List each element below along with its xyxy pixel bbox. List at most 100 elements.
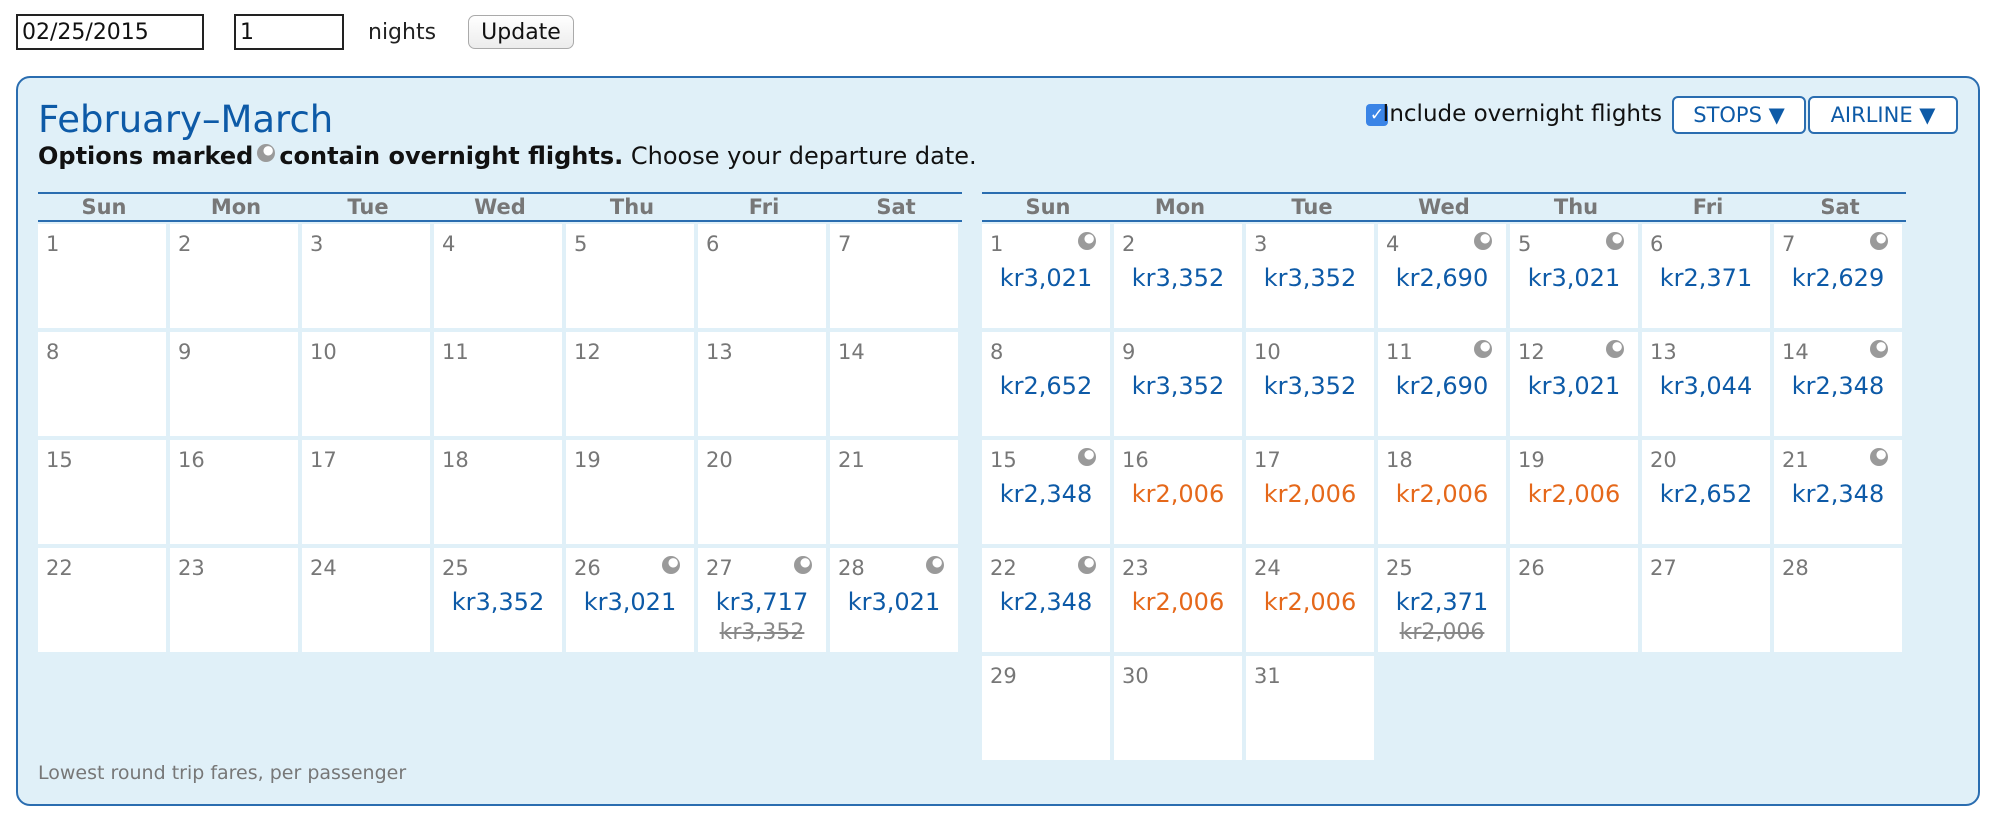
- fare-calendar-panel: February–March Options marked contain ove…: [16, 76, 1980, 806]
- fare-link[interactable]: kr3,021: [583, 588, 677, 616]
- nights-input[interactable]: [234, 14, 344, 50]
- day-number: 2: [178, 232, 192, 256]
- day-cell[interactable]: 26 kr3,021: [566, 548, 694, 652]
- day-cell: 20: [698, 440, 826, 544]
- fare-link[interactable]: kr2,652: [1659, 480, 1753, 508]
- day-number: 17: [1254, 448, 1281, 472]
- day-number: 13: [706, 340, 733, 364]
- weekday-label: Fri: [748, 195, 780, 219]
- week-row: 15 16 17 18 19 20 21: [38, 440, 962, 544]
- lowest-fare-link[interactable]: kr2,006: [1263, 588, 1357, 616]
- departure-date-input[interactable]: [16, 14, 204, 50]
- day-cell[interactable]: 7 kr2,629: [1774, 224, 1902, 328]
- day-cell[interactable]: 15 kr2,348: [982, 440, 1110, 544]
- week-row: 22 23 24 25 kr3,352 26 kr3,021 27 kr3,717 kr3,352…: [38, 548, 962, 652]
- day-number: 4: [1386, 232, 1400, 256]
- day-cell: 9: [170, 332, 298, 436]
- day-cell[interactable]: 16 kr2,006: [1114, 440, 1242, 544]
- day-cell[interactable]: 27 kr3,717 kr3,352: [698, 548, 826, 652]
- fare-link[interactable]: kr2,371: [1659, 264, 1753, 292]
- day-number: 21: [1782, 448, 1809, 472]
- fare-link[interactable]: kr3,352: [451, 588, 545, 616]
- fare-link[interactable]: kr2,348: [1791, 372, 1885, 400]
- fare-link[interactable]: kr3,352: [1131, 372, 1225, 400]
- airline-dropdown[interactable]: AIRLINE ▼: [1808, 96, 1958, 134]
- fare-link[interactable]: kr3,717: [715, 588, 809, 616]
- day-cell[interactable]: 13 kr3,044: [1642, 332, 1770, 436]
- fare-link[interactable]: kr2,690: [1395, 264, 1489, 292]
- overnight-moon-icon: [1078, 556, 1096, 574]
- lowest-fare-link[interactable]: kr2,006: [1527, 480, 1621, 508]
- weekday-label: Wed: [474, 195, 526, 219]
- fare-link[interactable]: kr3,021: [847, 588, 941, 616]
- fare-link[interactable]: kr2,371: [1395, 588, 1489, 616]
- fare-link[interactable]: kr3,021: [999, 264, 1093, 292]
- fare-link[interactable]: kr3,352: [1263, 372, 1357, 400]
- day-cell[interactable]: 28 kr3,021: [830, 548, 958, 652]
- day-cell: 28: [1774, 548, 1902, 652]
- include-overnight-label[interactable]: Include overnight flights: [1382, 101, 1662, 127]
- day-cell: 18: [434, 440, 562, 544]
- day-number: 27: [1650, 556, 1677, 580]
- day-cell[interactable]: 8 kr2,652: [982, 332, 1110, 436]
- chevron-down-icon: ▼: [1768, 103, 1785, 127]
- previous-fare: kr3,352: [719, 620, 805, 645]
- day-number: 10: [310, 340, 337, 364]
- day-cell[interactable]: 23 kr2,006: [1114, 548, 1242, 652]
- day-number: 20: [706, 448, 733, 472]
- day-cell[interactable]: 17 kr2,006: [1246, 440, 1374, 544]
- fare-link[interactable]: kr3,021: [1527, 264, 1621, 292]
- fare-link[interactable]: kr2,652: [999, 372, 1093, 400]
- fare-link[interactable]: kr3,352: [1131, 264, 1225, 292]
- day-cell[interactable]: 5 kr3,021: [1510, 224, 1638, 328]
- day-cell[interactable]: 9 kr3,352: [1114, 332, 1242, 436]
- day-number: 9: [178, 340, 192, 364]
- update-button[interactable]: Update: [468, 15, 574, 49]
- day-cell[interactable]: 4 kr2,690: [1378, 224, 1506, 328]
- day-cell[interactable]: 20 kr2,652: [1642, 440, 1770, 544]
- lowest-fare-link[interactable]: kr2,006: [1131, 588, 1225, 616]
- day-cell[interactable]: 25 kr3,352: [434, 548, 562, 652]
- lowest-fare-link[interactable]: kr2,006: [1263, 480, 1357, 508]
- day-cell: 27: [1642, 548, 1770, 652]
- day-cell[interactable]: 6 kr2,371: [1642, 224, 1770, 328]
- weekday-label: Thu: [1553, 195, 1599, 219]
- day-cell[interactable]: 19 kr2,006: [1510, 440, 1638, 544]
- airline-label: AIRLINE: [1830, 103, 1913, 127]
- day-cell[interactable]: 25 kr2,371 kr2,006: [1378, 548, 1506, 652]
- day-cell[interactable]: 12 kr3,021: [1510, 332, 1638, 436]
- day-cell[interactable]: 24 kr2,006: [1246, 548, 1374, 652]
- day-cell[interactable]: 22 kr2,348: [982, 548, 1110, 652]
- day-cell[interactable]: 18 kr2,006: [1378, 440, 1506, 544]
- fare-link[interactable]: kr2,348: [999, 480, 1093, 508]
- day-cell[interactable]: 11 kr2,690: [1378, 332, 1506, 436]
- nights-label: nights: [368, 20, 437, 45]
- fare-link[interactable]: kr2,629: [1791, 264, 1885, 292]
- fare-link[interactable]: kr3,021: [1527, 372, 1621, 400]
- day-cell[interactable]: 21 kr2,348: [1774, 440, 1902, 544]
- overnight-moon-icon: [1606, 232, 1624, 250]
- day-number: 31: [1254, 664, 1281, 688]
- fare-link[interactable]: kr2,690: [1395, 372, 1489, 400]
- day-cell[interactable]: 1 kr3,021: [982, 224, 1110, 328]
- weekday-label: Wed: [1418, 195, 1470, 219]
- fare-link[interactable]: kr2,348: [999, 588, 1093, 616]
- fare-link[interactable]: kr2,348: [1791, 480, 1885, 508]
- day-number: 1: [990, 232, 1004, 256]
- day-cell: 19: [566, 440, 694, 544]
- include-overnight-checkbox[interactable]: ✓: [1366, 104, 1388, 126]
- day-cell[interactable]: 14 kr2,348: [1774, 332, 1902, 436]
- lowest-fare-link[interactable]: kr2,006: [1131, 480, 1225, 508]
- day-cell[interactable]: 2 kr3,352: [1114, 224, 1242, 328]
- day-cell[interactable]: 10 kr3,352: [1246, 332, 1374, 436]
- day-cell: 8: [38, 332, 166, 436]
- month-calendar-march: Sun Mon Tue Wed Thu Fri Sat 1 kr3,021 2 kr3,352 3 k…: [982, 192, 1906, 760]
- fare-link[interactable]: kr3,044: [1659, 372, 1753, 400]
- day-number: 23: [1122, 556, 1149, 580]
- day-cell: 14: [830, 332, 958, 436]
- day-cell[interactable]: 3 kr3,352: [1246, 224, 1374, 328]
- fare-link[interactable]: kr3,352: [1263, 264, 1357, 292]
- overnight-moon-icon: [1606, 340, 1624, 358]
- lowest-fare-link[interactable]: kr2,006: [1395, 480, 1489, 508]
- stops-dropdown[interactable]: STOPS ▼: [1672, 96, 1806, 134]
